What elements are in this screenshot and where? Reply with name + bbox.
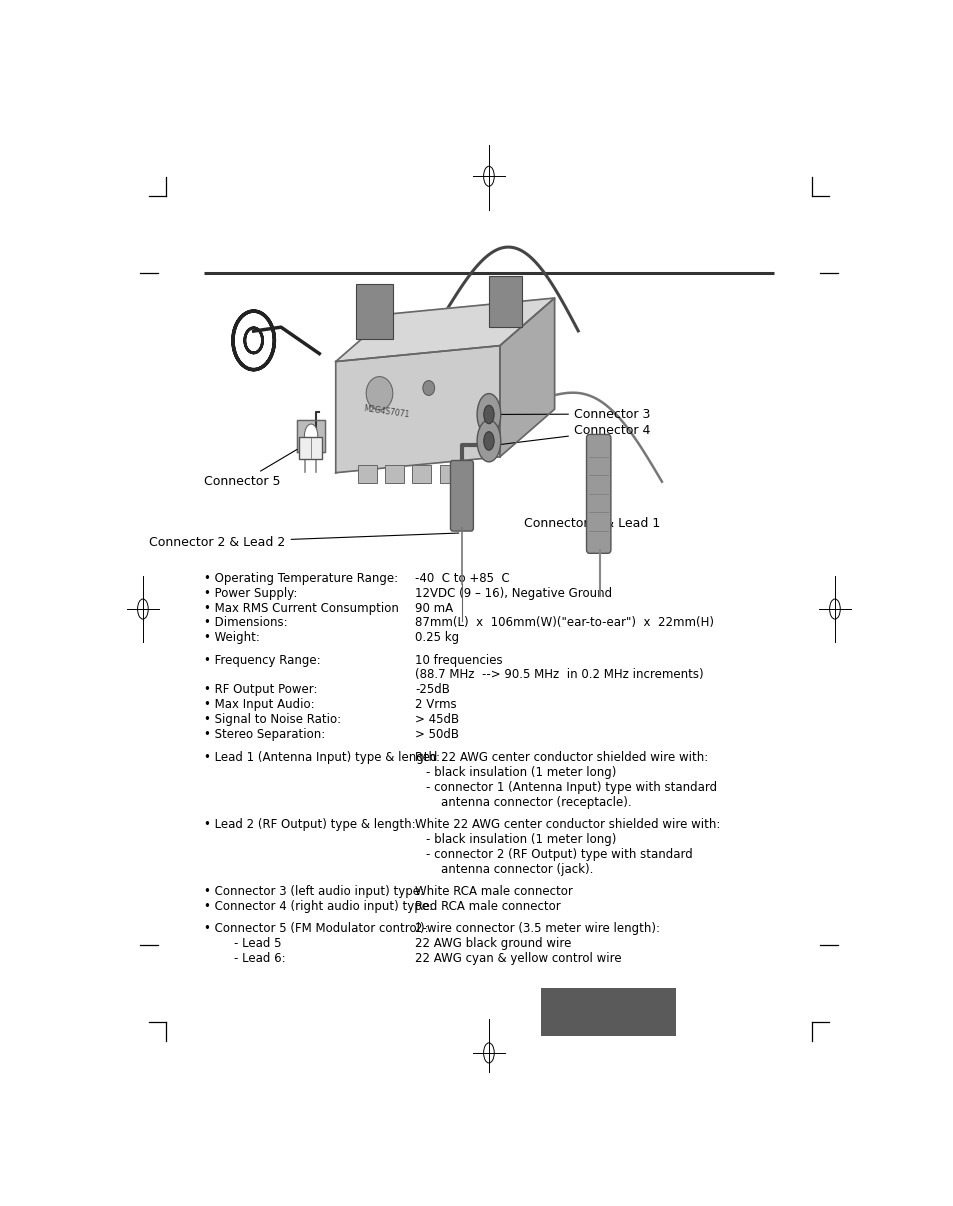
Text: 87mm(L)  x  106mm(W)("ear-to-ear")  x  22mm(H): 87mm(L) x 106mm(W)("ear-to-ear") x 22mm(… (415, 616, 713, 630)
FancyBboxPatch shape (586, 434, 610, 554)
Text: 2 Vrms: 2 Vrms (415, 698, 456, 712)
Text: • RF Output Power:: • RF Output Power: (204, 684, 317, 696)
Text: - black insulation (1 meter long): - black insulation (1 meter long) (426, 766, 616, 779)
Text: Connector 3: Connector 3 (489, 408, 650, 421)
Text: - black insulation (1 meter long): - black insulation (1 meter long) (426, 833, 616, 845)
Text: M2G4S7071: M2G4S7071 (363, 404, 410, 420)
Text: Red 22 AWG center conductor shielded wire with:: Red 22 AWG center conductor shielded wir… (415, 751, 707, 765)
Text: - Lead 5: - Lead 5 (233, 937, 281, 950)
FancyBboxPatch shape (298, 437, 322, 459)
Text: 22 AWG black ground wire: 22 AWG black ground wire (415, 937, 571, 950)
Bar (412, 464, 431, 484)
Text: • Weight:: • Weight: (204, 631, 260, 644)
Text: • Dimensions:: • Dimensions: (204, 616, 288, 630)
Bar (357, 464, 376, 484)
Text: 12VDC (9 – 16), Negative Ground: 12VDC (9 – 16), Negative Ground (415, 587, 612, 599)
Text: • Max RMS Current Consumption: • Max RMS Current Consumption (204, 602, 398, 615)
Bar (540, 988, 676, 1036)
Text: Red RCA male connector: Red RCA male connector (415, 900, 560, 913)
Text: antenna connector (receptacle).: antenna connector (receptacle). (440, 796, 631, 809)
FancyBboxPatch shape (450, 461, 473, 531)
Text: -40  C to +85  C: -40 C to +85 C (415, 572, 509, 585)
Text: (88.7 MHz  --> 90.5 MHz  in 0.2 MHz increments): (88.7 MHz --> 90.5 MHz in 0.2 MHz increm… (415, 668, 703, 681)
Text: 2-wire connector (3.5 meter wire length):: 2-wire connector (3.5 meter wire length)… (415, 921, 659, 935)
Text: > 50dB: > 50dB (415, 728, 458, 740)
Text: Connector 4: Connector 4 (489, 425, 650, 446)
Text: Connector 5: Connector 5 (204, 450, 296, 488)
Text: • Stereo Separation:: • Stereo Separation: (204, 728, 325, 740)
Ellipse shape (476, 393, 500, 435)
Bar (385, 464, 404, 484)
Text: 90 mA: 90 mA (415, 602, 453, 615)
Text: • Connector 5 (FM Modulator control):: • Connector 5 (FM Modulator control): (204, 921, 429, 935)
Polygon shape (335, 298, 554, 362)
Text: • Lead 2 (RF Output) type & length:: • Lead 2 (RF Output) type & length: (204, 818, 416, 831)
Text: • Operating Temperature Range:: • Operating Temperature Range: (204, 572, 398, 585)
Text: • Connector 3 (left audio input) type:: • Connector 3 (left audio input) type: (204, 885, 424, 897)
Text: Connector 2 & Lead 2: Connector 2 & Lead 2 (150, 533, 458, 549)
Bar (439, 464, 458, 484)
Polygon shape (499, 298, 554, 457)
Polygon shape (335, 346, 499, 473)
Text: • Frequency Range:: • Frequency Range: (204, 654, 320, 667)
Text: White 22 AWG center conductor shielded wire with:: White 22 AWG center conductor shielded w… (415, 818, 720, 831)
Polygon shape (297, 420, 324, 451)
Bar (355, 283, 392, 339)
Ellipse shape (483, 405, 494, 423)
Text: • Connector 4 (right audio input) type:: • Connector 4 (right audio input) type: (204, 900, 433, 913)
Text: • Signal to Noise Ratio:: • Signal to Noise Ratio: (204, 713, 341, 726)
Text: • Max Input Audio:: • Max Input Audio: (204, 698, 314, 712)
Text: Connector 1 & Lead 1: Connector 1 & Lead 1 (524, 478, 660, 531)
Text: 0.25 kg: 0.25 kg (415, 631, 458, 644)
Ellipse shape (476, 420, 500, 462)
Text: • Power Supply:: • Power Supply: (204, 587, 297, 599)
Text: > 45dB: > 45dB (415, 713, 458, 726)
Text: - connector 1 (Antenna Input) type with standard: - connector 1 (Antenna Input) type with … (426, 780, 717, 794)
Text: -25dB: -25dB (415, 684, 450, 696)
Text: • Lead 1 (Antenna Input) type & length:: • Lead 1 (Antenna Input) type & length: (204, 751, 440, 765)
Text: - connector 2 (RF Output) type with standard: - connector 2 (RF Output) type with stan… (426, 848, 692, 861)
Ellipse shape (304, 425, 317, 447)
Text: 10 frequencies: 10 frequencies (415, 654, 502, 667)
Circle shape (366, 376, 393, 410)
Text: antenna connector (jack).: antenna connector (jack). (440, 862, 593, 876)
Text: White RCA male connector: White RCA male connector (415, 885, 572, 897)
Text: - Lead 6:: - Lead 6: (233, 952, 285, 965)
Bar (489, 275, 521, 327)
Ellipse shape (483, 432, 494, 450)
Circle shape (422, 381, 435, 396)
Text: 22 AWG cyan & yellow control wire: 22 AWG cyan & yellow control wire (415, 952, 621, 965)
